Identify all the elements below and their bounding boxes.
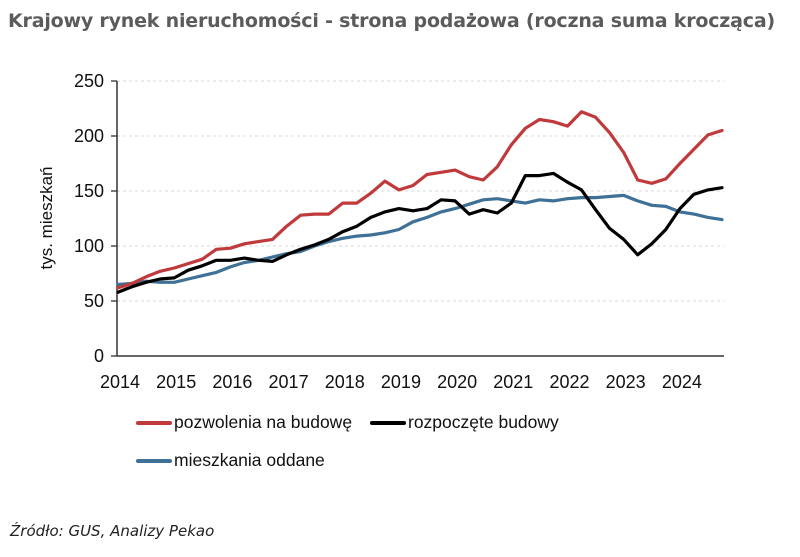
- legend-item-oddane: mieszkania oddane: [136, 450, 325, 471]
- y-tick-label: 150: [74, 181, 104, 201]
- x-tick-label: 2018: [325, 372, 365, 392]
- source-note: Źródło: GUS, Analizy Pekao: [10, 522, 215, 540]
- y-axis-label: tys. mieszkań: [37, 167, 56, 270]
- x-tick-label: 2020: [437, 372, 477, 392]
- y-tick-label: 50: [84, 291, 104, 311]
- gridlines: [117, 80, 724, 302]
- x-tick-label: 2021: [493, 372, 533, 392]
- y-tick-label: 0: [94, 346, 104, 366]
- chart-title: Krajowy rynek nieruchomości - strona pod…: [8, 10, 775, 32]
- series-line-2: [116, 193, 724, 287]
- legend-swatch-red: [136, 420, 172, 425]
- legend-swatch-black: [370, 420, 406, 425]
- y-tick-label: 100: [74, 236, 104, 256]
- x-axis-ticks: 2014 2015 2016 2017 2018 2019 2020 2021 2022 2023…: [100, 372, 702, 392]
- x-tick-label: 2017: [269, 372, 309, 392]
- x-tick-label: 2022: [549, 372, 589, 392]
- x-tick-label: 2016: [212, 372, 252, 392]
- y-tick-label: 200: [74, 126, 104, 146]
- x-tick-label: 2023: [606, 372, 646, 392]
- legend-item-rozpoczete: rozpoczęte budowy: [370, 412, 559, 433]
- legend-swatch-blue: [136, 458, 172, 463]
- series-line-0: [116, 110, 724, 290]
- y-tick-label: 250: [74, 71, 104, 91]
- legend-label: rozpoczęte budowy: [408, 412, 559, 432]
- legend-item-pozwolenia: pozwolenia na budowę: [136, 412, 352, 433]
- x-tick-label: 2014: [100, 372, 140, 392]
- x-tick-label: 2019: [381, 372, 421, 392]
- series-line-1: [116, 171, 724, 294]
- y-axis-ticks: 0 50 100 150 200 250: [74, 71, 117, 366]
- axes: [116, 81, 724, 357]
- legend-label: pozwolenia na budowę: [174, 412, 353, 432]
- legend-label: mieszkania oddane: [174, 450, 325, 470]
- x-tick-label: 2024: [662, 372, 702, 392]
- series-lines: [116, 110, 724, 294]
- x-tick-label: 2015: [156, 372, 196, 392]
